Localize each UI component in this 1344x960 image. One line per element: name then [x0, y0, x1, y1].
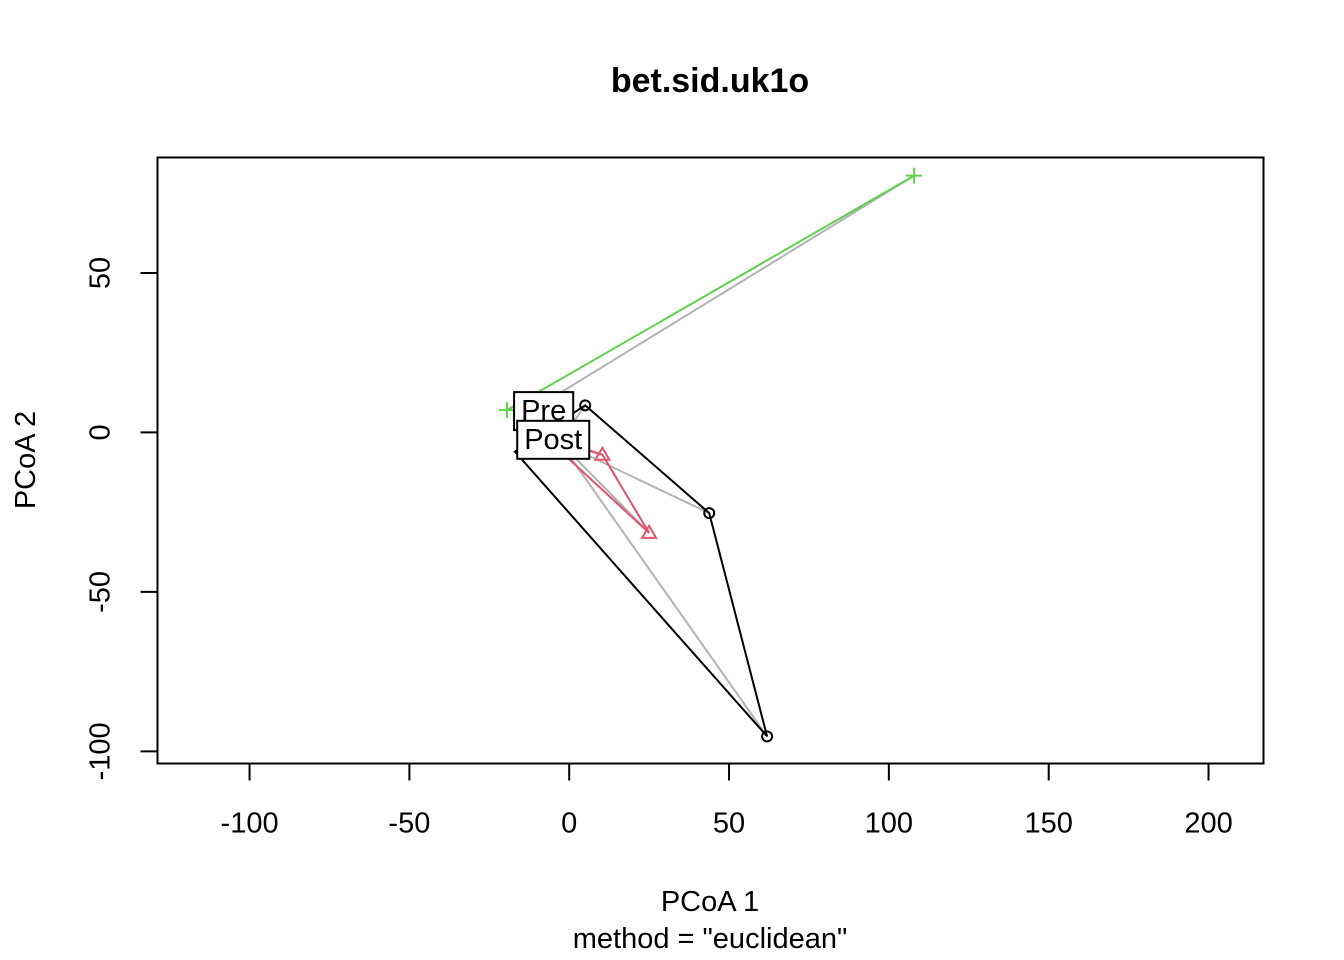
data-point-plus	[906, 167, 923, 184]
y-axis: -100 -50 0 50	[85, 257, 159, 780]
data-point-circle	[579, 399, 592, 412]
y-tick-label: -100	[85, 722, 117, 780]
group-label-text: Post	[524, 424, 582, 456]
spider-segment	[536, 174, 915, 408]
data-point-circle	[703, 507, 716, 520]
data-point-circle	[761, 730, 774, 743]
y-tick-label: 50	[85, 257, 117, 289]
x-tick-label: 200	[1184, 808, 1232, 840]
data-point-triangle	[640, 523, 658, 539]
x-axis-label: PCoA 1	[661, 886, 759, 918]
chart-title: bet.sid.uk1o	[611, 62, 809, 100]
x-axis: -100 -50 0 50 100 150 200	[221, 762, 1233, 840]
x-tick-label: 50	[713, 808, 745, 840]
y-tick-label: -50	[85, 571, 117, 613]
x-tick-label: -50	[388, 808, 430, 840]
data-point-triangle	[593, 445, 612, 461]
x-tick-label: -100	[221, 808, 279, 840]
data-point-plus	[498, 402, 515, 419]
group-label: Post	[516, 419, 591, 460]
y-tick-label: 0	[85, 424, 117, 440]
y-axis-label: PCoA 2	[10, 411, 42, 509]
x-tick-label: 0	[561, 808, 577, 840]
spider-segment	[558, 441, 768, 737]
group-label-box	[516, 419, 591, 460]
x-axis-subtitle: method = "euclidean"	[573, 923, 848, 955]
hull-polygon	[506, 174, 915, 411]
x-tick-label: 150	[1024, 808, 1072, 840]
x-tick-label: 100	[865, 808, 913, 840]
